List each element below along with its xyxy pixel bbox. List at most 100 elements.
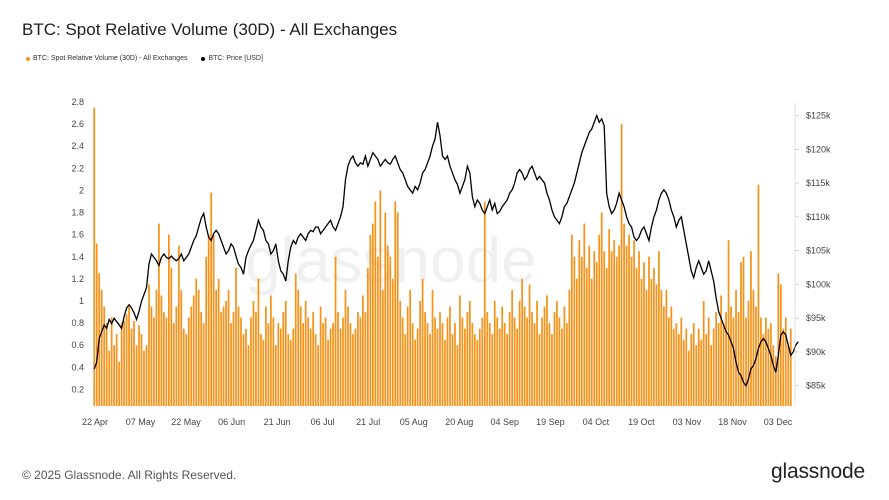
volume-bar bbox=[267, 323, 270, 406]
volume-bar bbox=[493, 300, 496, 406]
volume-bar bbox=[526, 317, 528, 406]
volume-bar bbox=[252, 300, 255, 406]
volume-bar bbox=[297, 289, 300, 406]
volume-bar bbox=[431, 289, 434, 406]
volume-bar bbox=[279, 328, 282, 406]
volume-bar bbox=[583, 223, 586, 406]
volume-bar bbox=[125, 314, 128, 406]
y-left-tick-label: 1 bbox=[79, 296, 84, 306]
volume-bar bbox=[737, 312, 740, 406]
volume-bar bbox=[120, 323, 123, 406]
volume-bar bbox=[690, 334, 693, 406]
y-left-tick-label: 1.8 bbox=[71, 208, 84, 218]
volume-bar bbox=[732, 317, 735, 406]
volume-bar bbox=[483, 201, 486, 406]
volume-bar bbox=[454, 323, 456, 406]
volume-bar bbox=[369, 234, 372, 406]
volume-bar bbox=[747, 300, 750, 406]
volume-bar bbox=[760, 317, 762, 406]
x-tick-label: 21 Jul bbox=[356, 417, 380, 427]
volume-bar bbox=[653, 267, 655, 406]
volume-bar bbox=[620, 124, 623, 407]
volume-bar bbox=[670, 306, 673, 406]
volume-bar bbox=[342, 317, 344, 406]
volume-bar bbox=[148, 284, 150, 406]
x-tick-label: 22 Apr bbox=[82, 417, 108, 427]
volume-bar bbox=[774, 356, 777, 406]
y-left-tick-label: 0.4 bbox=[71, 362, 84, 372]
volume-bar bbox=[312, 312, 315, 406]
volume-bar bbox=[608, 229, 611, 406]
volume-bar bbox=[727, 240, 730, 406]
volume-bar bbox=[573, 256, 576, 406]
volume-bar bbox=[103, 306, 106, 406]
volume-bar bbox=[304, 300, 307, 406]
volume-bar bbox=[533, 323, 536, 406]
volume-bar bbox=[548, 323, 551, 406]
volume-bar bbox=[687, 350, 690, 406]
volume-bar bbox=[444, 339, 446, 406]
y-right-tick-label: $120k bbox=[806, 144, 831, 154]
volume-bar bbox=[528, 284, 531, 406]
volume-bar bbox=[389, 256, 392, 406]
y-left-tick-label: 2.4 bbox=[71, 141, 84, 151]
volume-bar bbox=[357, 312, 359, 406]
volume-bar bbox=[762, 334, 765, 406]
volume-bar bbox=[424, 312, 426, 406]
volume-bar bbox=[265, 306, 267, 406]
volume-bar bbox=[309, 328, 312, 406]
volume-bar bbox=[409, 289, 412, 406]
volume-bar bbox=[352, 334, 354, 406]
volume-bar bbox=[633, 240, 635, 406]
volume-bar bbox=[588, 245, 591, 406]
volume-bar bbox=[782, 328, 785, 406]
volume-bar bbox=[638, 251, 640, 406]
legend-item-volume[interactable]: BTC: Spot Relative Volume (30D) - All Ex… bbox=[26, 55, 187, 62]
volume-bar bbox=[140, 334, 143, 406]
volume-bar bbox=[247, 345, 250, 406]
y-left-tick-label: 1.2 bbox=[71, 274, 84, 284]
volume-bar bbox=[205, 256, 208, 406]
volume-bar bbox=[240, 317, 242, 406]
volume-bar bbox=[498, 328, 501, 406]
glassnode-logo[interactable]: glassnode bbox=[771, 460, 865, 483]
volume-bar bbox=[598, 234, 601, 406]
volume-bar bbox=[650, 278, 653, 406]
volume-bar bbox=[682, 339, 685, 406]
volume-bar bbox=[401, 317, 404, 406]
volume-bar bbox=[700, 339, 703, 406]
volume-bar bbox=[197, 289, 200, 406]
legend-item-price[interactable]: BTC: Price [USD] bbox=[201, 55, 263, 62]
volume-bar bbox=[130, 328, 133, 406]
x-tick-label: 18 Nov bbox=[718, 417, 747, 427]
volume-bar bbox=[750, 251, 752, 406]
volume-bar bbox=[329, 328, 332, 406]
volume-bar bbox=[394, 201, 397, 406]
volume-bar bbox=[155, 289, 158, 406]
volume-bar bbox=[640, 278, 643, 406]
volume-bar bbox=[143, 350, 145, 406]
x-tick-label: 07 May bbox=[126, 417, 156, 427]
x-tick-label: 03 Dec bbox=[764, 417, 793, 427]
volume-bar bbox=[707, 317, 710, 406]
volume-bar bbox=[128, 306, 130, 406]
volume-bar bbox=[115, 334, 118, 406]
y-left-tick-label: 1.6 bbox=[71, 230, 84, 240]
volume-bar bbox=[702, 300, 705, 406]
volume-bar bbox=[349, 323, 352, 406]
volume-bar bbox=[523, 306, 526, 406]
volume-bar bbox=[595, 262, 598, 406]
volume-bar bbox=[192, 295, 195, 406]
legend: BTC: Spot Relative Volume (30D) - All Ex… bbox=[26, 55, 263, 62]
volume-bar bbox=[381, 289, 384, 406]
volume-bar bbox=[506, 334, 509, 406]
x-tick-label: 05 Aug bbox=[400, 417, 428, 427]
volume-bar bbox=[95, 243, 98, 406]
volume-bar bbox=[225, 300, 227, 406]
y-left-axis: 0.2 0.4 0.6 0.8 1 1.2 1.4 1.6 1.8 2 2.2 2.4 2.6 2.8 bbox=[71, 97, 84, 394]
volume-bar bbox=[468, 300, 471, 406]
y-right-tick-label: $125k bbox=[806, 111, 831, 121]
volume-bar bbox=[658, 251, 660, 406]
volume-bar bbox=[255, 312, 257, 406]
volume-bar bbox=[722, 323, 725, 406]
